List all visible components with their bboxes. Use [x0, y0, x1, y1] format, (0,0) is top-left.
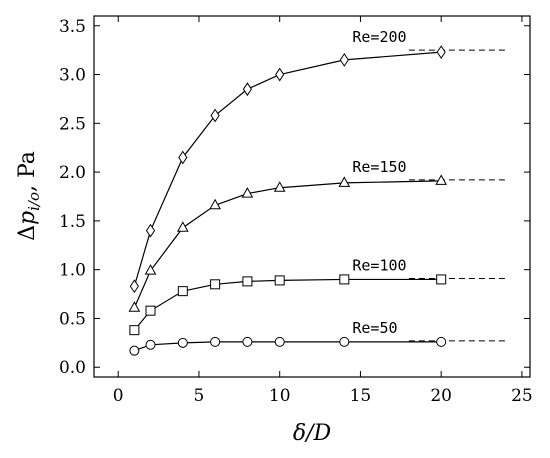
x-tick-label: 15: [350, 386, 372, 406]
data-point-square: [145, 305, 156, 316]
y-tick-label: 0.5: [59, 309, 86, 329]
x-tick-label: 10: [269, 386, 291, 406]
data-point-square: [436, 274, 447, 285]
y-tick-label: 0.0: [59, 358, 86, 378]
y-axis-title-delta: Δ: [15, 225, 40, 241]
data-point-triangle: [273, 181, 286, 192]
data-point-triangle: [176, 221, 189, 232]
data-point-circle: [242, 336, 253, 347]
data-point-square: [177, 286, 188, 297]
data-point-circle: [210, 336, 221, 347]
x-tick-label: 25: [511, 386, 533, 406]
data-point-diamond: [242, 82, 253, 97]
y-axis-title-p: p: [15, 211, 40, 225]
data-point-circle: [339, 336, 350, 347]
data-point-diamond: [129, 279, 139, 294]
x-tick-label: 5: [194, 386, 205, 406]
series-label: Re=50: [352, 319, 397, 337]
y-axis-title-unit: , Pa: [15, 151, 40, 192]
x-tick-label: 0: [113, 386, 124, 406]
data-point-square: [129, 325, 140, 336]
series-line: [133, 278, 442, 331]
y-tick-label: 2.0: [59, 163, 86, 183]
y-tick-label: 2.5: [59, 114, 86, 134]
data-point-circle: [177, 337, 188, 348]
data-point-circle: [274, 336, 285, 347]
data-point-circle: [129, 345, 140, 356]
plot-frame: [93, 15, 531, 378]
data-point-triangle: [209, 198, 221, 210]
data-point-diamond: [275, 67, 285, 82]
data-point-triangle: [435, 174, 448, 185]
x-tick-label: 20: [430, 386, 452, 406]
data-point-diamond: [178, 150, 188, 165]
series-line: [133, 51, 442, 287]
series-line: [133, 180, 442, 308]
data-point-triangle: [128, 301, 141, 312]
y-tick-label: 3.0: [59, 66, 86, 86]
data-point-circle: [145, 339, 156, 350]
series-label: Re=200: [352, 28, 406, 46]
y-axis-title: Δpi/o, Pa: [15, 151, 43, 241]
data-point-diamond: [145, 223, 156, 238]
y-tick-label: 1.0: [59, 261, 86, 281]
series-line: [134, 341, 442, 352]
y-tick-label: 1.5: [59, 212, 86, 232]
data-point-triangle: [338, 176, 351, 187]
data-point-square: [210, 279, 221, 290]
data-point-diamond: [339, 53, 349, 67]
x-axis-title: δ/D: [293, 421, 332, 446]
series-label: Re=100: [352, 256, 406, 274]
data-point-square: [242, 276, 253, 287]
data-point-diamond: [436, 45, 446, 60]
data-point-triangle: [241, 187, 254, 198]
series-label: Re=150: [352, 158, 406, 176]
data-point-diamond: [210, 108, 220, 123]
data-point-square: [339, 274, 350, 285]
y-tick-label: 3.5: [59, 17, 86, 37]
data-point-circle: [436, 336, 447, 347]
data-point-triangle: [144, 264, 157, 275]
y-axis-title-subscript: i/o: [25, 192, 43, 211]
data-point-square: [274, 275, 285, 286]
